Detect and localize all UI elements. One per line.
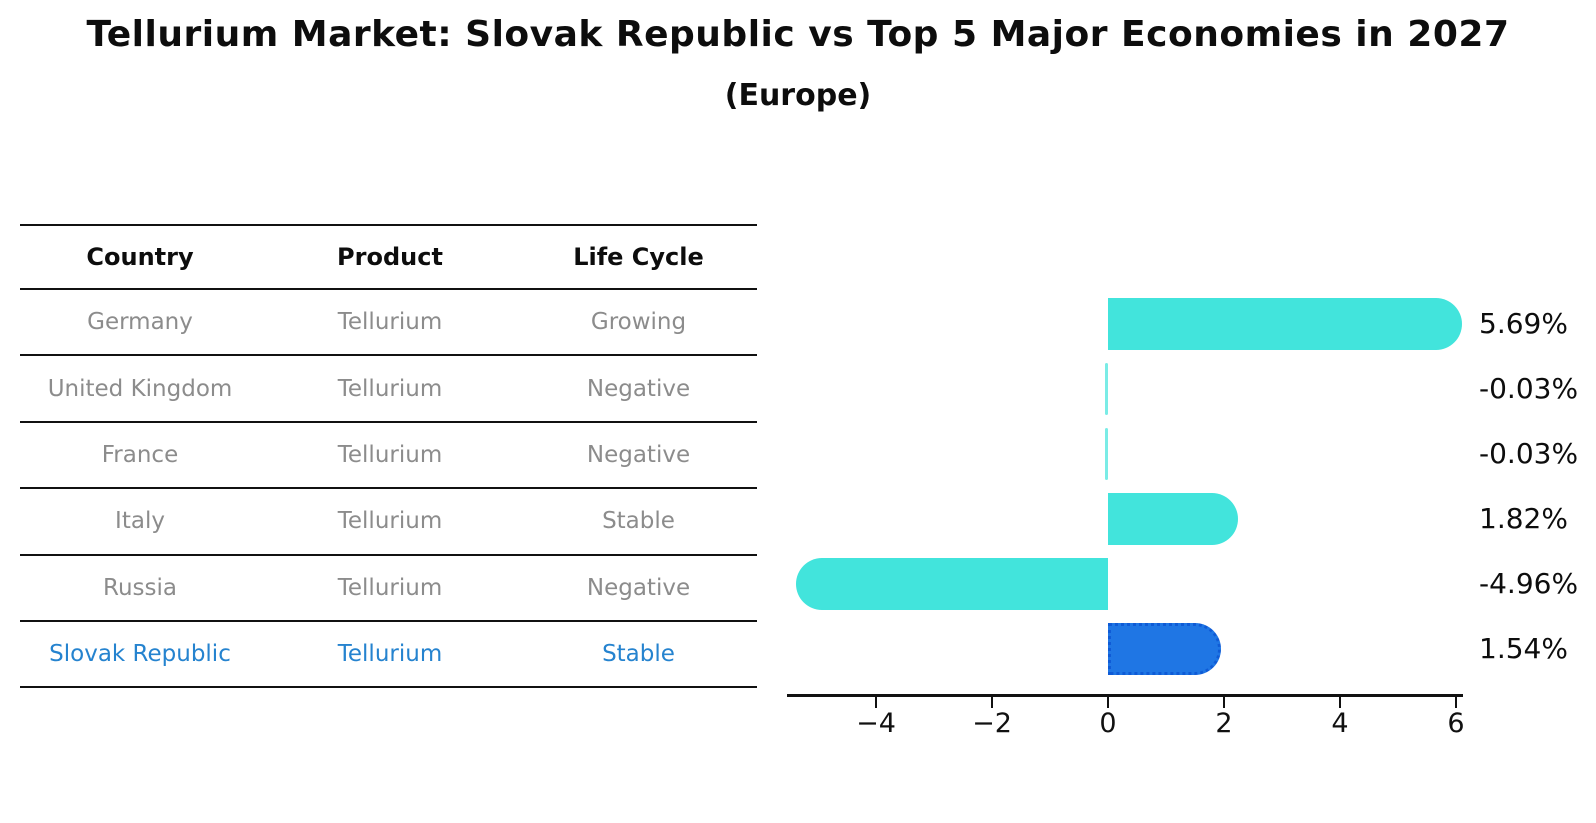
x-tick [1338,697,1342,708]
x-tick-label: 0 [1099,708,1117,739]
bar-italy [1108,493,1238,545]
bar-value-label: -0.03% [1479,437,1579,470]
table-cell-life-cycle: Stable [602,508,675,535]
chart-title: Tellurium Market: Slovak Republic vs Top… [86,14,1510,55]
bar-value-label: 1.82% [1479,502,1568,535]
x-tick-label: 6 [1447,708,1465,739]
x-tick [990,697,994,708]
bar-value-label: -0.03% [1479,372,1579,405]
bar-russia [796,558,1108,610]
table-cell-country: Slovak Republic [49,641,231,668]
bar-value-label: -4.96% [1479,567,1579,600]
table-cell-country: Russia [103,574,177,601]
bar-value-label: 1.54% [1479,632,1568,665]
table-cell-product: Tellurium [337,375,443,402]
table-row-germany: Germany Tellurium Growing [20,290,757,357]
x-tick [1454,697,1458,708]
bar-germany [1108,298,1463,350]
table-row-slovak-republic: Slovak Republic Tellurium Stable [20,622,757,689]
table-cell-country: Italy [115,508,165,535]
column-header-product: Product [337,243,443,271]
table-cell-life-cycle: Growing [590,309,687,336]
x-tick [1222,697,1226,708]
table-cell-country: Germany [87,309,193,336]
bar-value-label: 5.69% [1479,307,1568,340]
data-table: Country Product Life Cycle Germany Tellurium… [20,224,757,689]
table-cell-life-cycle: Negative [586,375,691,402]
table-cell-life-cycle: Negative [586,441,691,468]
bar-france [1105,428,1108,480]
x-tick-label: −4 [856,708,896,739]
bar-united-kingdom [1105,363,1108,415]
table-cell-life-cycle: Negative [586,574,691,601]
table-cell-product: Tellurium [337,641,443,668]
x-tick-label: −2 [972,708,1012,739]
table-cell-country: France [101,441,179,468]
table-row-russia: Russia Tellurium Negative [20,556,757,622]
x-tick [874,697,878,708]
table-header-row: Country Product Life Cycle [20,224,757,290]
table-row-united-kingdom: United Kingdom Tellurium Negative [20,356,757,423]
table-cell-life-cycle: Stable [602,641,675,668]
chart-subtitle: (Europe) [724,78,872,113]
table-cell-product: Tellurium [337,574,443,601]
bar-slovak-republic [1108,623,1222,675]
table-cell-product: Tellurium [337,508,443,535]
table-cell-country: United Kingdom [47,375,233,402]
table-cell-product: Tellurium [337,441,443,468]
table-row-italy: Italy Tellurium Stable [20,489,757,556]
x-axis [787,693,1463,697]
table-row-france: France Tellurium Negative [20,423,757,490]
x-tick-label: 2 [1215,708,1233,739]
x-tick-label: 4 [1331,708,1349,739]
x-tick [1106,697,1110,708]
column-header-country: Country [86,243,194,271]
column-header-life-cycle: Life Cycle [573,243,704,271]
table-cell-product: Tellurium [337,309,443,336]
